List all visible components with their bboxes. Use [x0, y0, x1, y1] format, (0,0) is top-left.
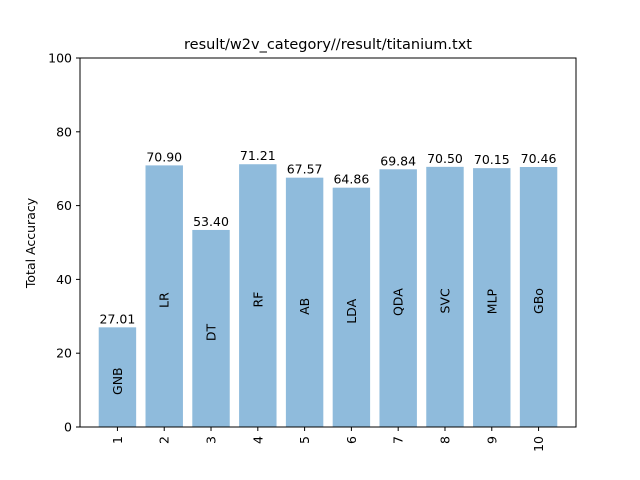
bar-8 [426, 166, 464, 428]
bar-model-label-2: LR [157, 292, 172, 308]
bar-7 [379, 169, 417, 427]
bar-value-label-5: 67.57 [287, 162, 323, 177]
y-axis-title: Total Accuracy [23, 197, 38, 289]
bar-1 [98, 327, 137, 427]
bar-model-label-1: GNB [110, 367, 125, 395]
bar-4 [239, 164, 277, 427]
x-tick-label-3: 3 [204, 436, 219, 444]
x-tick-label-6: 6 [344, 436, 359, 444]
bar-5 [285, 177, 324, 427]
bar-value-label-1: 27.01 [100, 311, 136, 326]
bar-value-label-8: 70.50 [427, 151, 463, 166]
plot-area: 27.01 GNB 1 70.90 LR 2 53.40 DT 3 71.21 RF 4 67.57 AB… [48, 51, 577, 452]
x-tick-label-1: 1 [110, 436, 125, 444]
y-tick-label-40: 40 [56, 272, 72, 287]
x-tick-label-8: 8 [437, 436, 452, 444]
x-tick-label-7: 7 [391, 436, 406, 444]
plot-frame [79, 57, 577, 428]
bar-value-label-10: 70.46 [521, 151, 557, 166]
x-tick-label-9: 9 [484, 436, 499, 444]
bar-2 [145, 165, 183, 427]
x-tick-label-4: 4 [250, 436, 265, 444]
y-tick-label-80: 80 [56, 124, 72, 139]
bar-6 [332, 187, 371, 427]
bar-value-label-4: 71.21 [240, 148, 276, 163]
y-tick-label-100: 100 [48, 51, 72, 66]
bar-10 [519, 167, 558, 427]
bar-model-label-3: DT [204, 323, 219, 341]
y-tick-label-60: 60 [56, 198, 72, 213]
y-tick-label-20: 20 [56, 346, 72, 361]
x-tick-label-10: 10 [531, 436, 546, 452]
chart-title: result/w2v_category//result/titanium.txt [184, 37, 472, 53]
bar-value-label-9: 70.15 [474, 152, 510, 167]
bar-model-label-4: RF [250, 292, 265, 308]
bar-3 [192, 229, 230, 427]
bar-value-label-6: 64.86 [333, 172, 369, 187]
bar-value-label-3: 53.40 [193, 214, 229, 229]
x-tick-label-2: 2 [157, 436, 172, 444]
bar-value-label-7: 69.84 [380, 153, 416, 168]
bar-model-label-8: SVC [437, 288, 452, 313]
bar-model-label-10: GBo [531, 288, 546, 314]
bar-model-label-7: QDA [391, 288, 406, 316]
bar-value-label-2: 70.90 [146, 149, 182, 164]
y-tick-label-0: 0 [64, 420, 72, 435]
bar-model-label-6: LDA [344, 298, 359, 323]
bar-9 [473, 168, 511, 428]
bar-model-label-5: AB [297, 298, 312, 315]
bar-model-label-9: MLP [484, 288, 499, 314]
x-tick-label-5: 5 [297, 436, 312, 444]
